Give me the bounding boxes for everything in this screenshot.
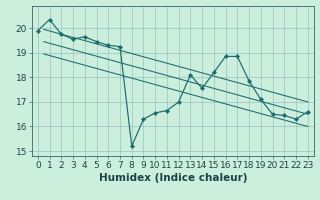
- X-axis label: Humidex (Indice chaleur): Humidex (Indice chaleur): [99, 173, 247, 183]
